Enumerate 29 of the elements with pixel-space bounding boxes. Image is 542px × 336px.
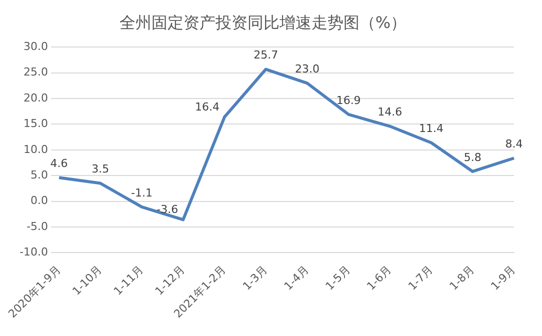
y-tick-label: 10.0 xyxy=(24,142,48,156)
y-tick-label: 5.0 xyxy=(30,168,48,182)
x-tick-label: 1-9月 xyxy=(488,263,518,293)
data-label: -1.1 xyxy=(131,186,153,200)
y-tick-label: 20.0 xyxy=(24,91,48,104)
chart-title: 全州固定资产投资同比增速走势图（%） xyxy=(119,12,407,32)
data-label: -3.6 xyxy=(156,203,178,216)
data-label: 25.7 xyxy=(254,48,278,62)
data-label: 8.4 xyxy=(505,137,523,150)
x-tick-label: 1-4月 xyxy=(282,263,312,293)
y-tick-label: 0.0 xyxy=(30,194,48,208)
x-tick-label: 1-3月 xyxy=(240,263,270,293)
data-label: 23.0 xyxy=(294,62,320,76)
data-label: 11.4 xyxy=(419,122,444,136)
x-tick-label: 1-5月 xyxy=(323,263,353,293)
x-tick-label: 1-6月 xyxy=(364,263,394,293)
y-tick-label: 25.0 xyxy=(24,66,48,79)
x-tick-label: 1-7月 xyxy=(406,263,436,293)
y-tick-label: -5.0 xyxy=(26,220,48,233)
data-label: 3.5 xyxy=(92,162,110,176)
x-tick-label: 1-8月 xyxy=(447,263,477,293)
data-label: 16.9 xyxy=(336,94,361,107)
y-tick-label: -10.0 xyxy=(20,245,48,258)
y-tick-label: 30.0 xyxy=(24,40,48,54)
y-tick-label: 15.0 xyxy=(24,117,48,130)
data-label: 16.4 xyxy=(194,100,220,114)
data-label: 5.8 xyxy=(464,150,482,164)
data-label: 4.6 xyxy=(50,156,68,170)
data-label: 14.6 xyxy=(378,106,402,119)
